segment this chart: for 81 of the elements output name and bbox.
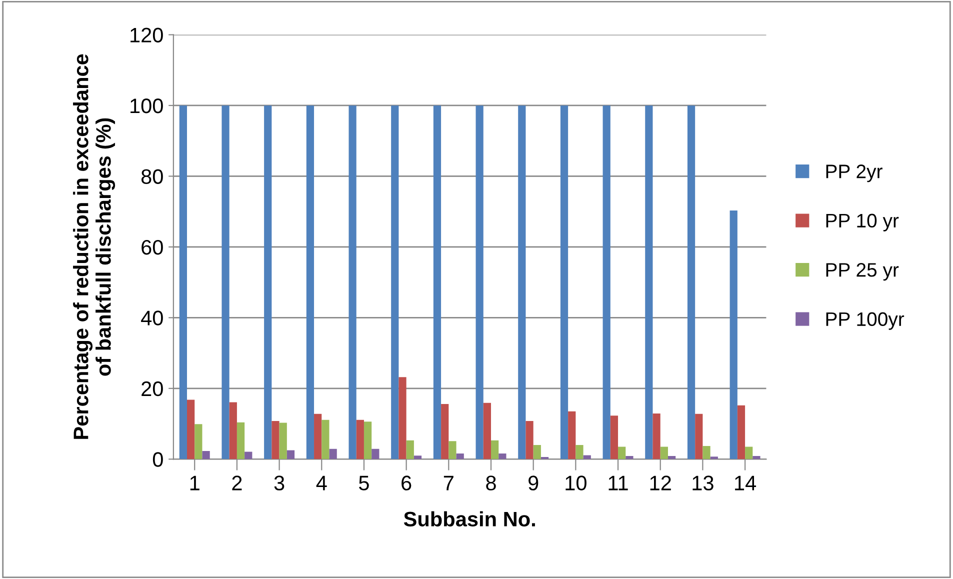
bar bbox=[314, 414, 322, 460]
bar bbox=[602, 105, 610, 460]
bar bbox=[526, 420, 534, 460]
x-tick-label: 11 bbox=[608, 476, 628, 490]
bar bbox=[222, 105, 230, 460]
bar bbox=[202, 451, 210, 460]
bar bbox=[730, 210, 738, 460]
bar bbox=[406, 440, 414, 460]
bar bbox=[745, 446, 753, 460]
bar bbox=[236, 422, 245, 460]
bar bbox=[391, 105, 399, 460]
y-tick-label: 20 bbox=[142, 381, 163, 396]
bar bbox=[752, 456, 760, 460]
bar bbox=[348, 105, 356, 460]
bar bbox=[272, 420, 280, 460]
x-tick-label: 13 bbox=[692, 476, 714, 490]
y-tick-label: 40 bbox=[141, 310, 163, 326]
bar bbox=[737, 405, 746, 460]
bar bbox=[414, 456, 422, 460]
bar bbox=[264, 105, 272, 460]
bar bbox=[306, 105, 314, 460]
bar bbox=[483, 402, 491, 460]
bar bbox=[610, 416, 618, 460]
y-tick-label: 0 bbox=[152, 452, 163, 467]
legend-label: PP 2yr bbox=[826, 164, 882, 182]
x-tick-label: 5 bbox=[359, 476, 369, 490]
bar bbox=[652, 414, 660, 460]
bar bbox=[576, 445, 584, 460]
x-tick-label: 8 bbox=[486, 476, 496, 490]
x-tick-label: 4 bbox=[316, 476, 327, 490]
bar bbox=[322, 420, 330, 460]
bar bbox=[356, 420, 364, 460]
bar bbox=[476, 105, 484, 460]
bar bbox=[279, 422, 287, 460]
x-tick-label: 1 bbox=[190, 476, 200, 490]
bar bbox=[372, 448, 380, 460]
bar bbox=[568, 411, 576, 460]
bar bbox=[695, 414, 703, 460]
bar bbox=[710, 456, 718, 460]
y-tick-label: 60 bbox=[142, 240, 163, 255]
bar bbox=[229, 402, 237, 460]
x-tick-label: 9 bbox=[528, 476, 538, 490]
bar bbox=[194, 424, 202, 460]
legend-label: PP 100yr bbox=[826, 312, 904, 330]
bar bbox=[244, 452, 252, 460]
bar bbox=[398, 377, 406, 460]
x-tick-label: 7 bbox=[444, 476, 454, 490]
y-axis-title: Percentage of reduction in exceedance of bankfull discharges (%) bbox=[73, 54, 116, 439]
bar bbox=[364, 422, 372, 460]
legend-label: PP 25 yr bbox=[826, 263, 899, 281]
bar bbox=[518, 105, 526, 460]
bar bbox=[179, 105, 187, 460]
bar bbox=[687, 105, 696, 460]
bar bbox=[618, 446, 626, 460]
x-axis-title: Subbasin No. bbox=[404, 511, 535, 527]
bar bbox=[668, 456, 676, 460]
bar bbox=[441, 404, 449, 460]
bar bbox=[286, 450, 295, 460]
legend-label: PP 10 yr bbox=[826, 214, 899, 232]
bar bbox=[533, 445, 541, 460]
bar bbox=[448, 441, 456, 460]
bar bbox=[560, 105, 568, 460]
x-tick-label: 12 bbox=[650, 476, 671, 490]
bar bbox=[626, 456, 634, 460]
bar bbox=[498, 453, 506, 460]
bar bbox=[329, 448, 337, 460]
x-tick-label: 3 bbox=[274, 476, 284, 490]
y-tick-label: 80 bbox=[141, 169, 163, 184]
x-tick-label: 14 bbox=[735, 476, 756, 490]
y-tick-label: 120 bbox=[130, 28, 163, 42]
bar bbox=[433, 105, 442, 460]
bar bbox=[660, 446, 668, 460]
bar bbox=[456, 453, 464, 460]
bar bbox=[645, 105, 653, 460]
bar bbox=[186, 400, 195, 460]
y-tick-label: 100 bbox=[130, 98, 163, 114]
bar bbox=[491, 440, 499, 460]
x-tick-label: 6 bbox=[402, 476, 412, 490]
x-tick-label: 10 bbox=[566, 476, 586, 490]
bar bbox=[702, 446, 710, 460]
x-tick-label: 2 bbox=[232, 476, 242, 490]
